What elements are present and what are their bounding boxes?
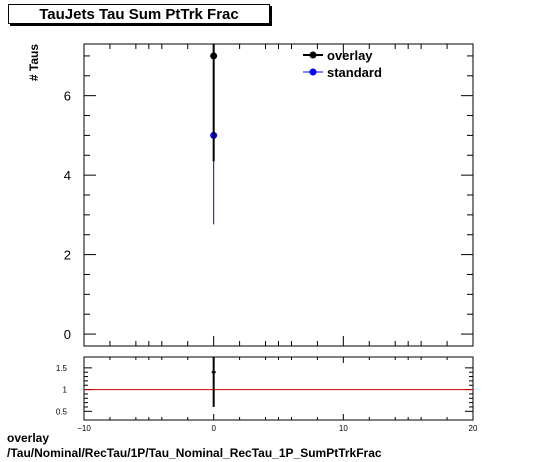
legend-marker-standard: [309, 68, 317, 76]
x-tick-label: 10: [339, 424, 348, 433]
x-tick-label: 0: [211, 424, 216, 433]
y-tick-label: 4: [64, 168, 71, 183]
ratio-y-tick-label: 1: [63, 386, 68, 395]
y-axis-label: # Taus: [27, 44, 41, 81]
legend-marker-overlay: [309, 51, 317, 59]
ratio-y-tick-label: 1.5: [56, 364, 68, 373]
legend-label-standard: standard: [327, 65, 382, 80]
y-tick-label: 2: [64, 248, 71, 263]
overlay-point: [210, 52, 218, 60]
ratio-frame: [83, 356, 474, 421]
x-tick-label: −10: [77, 424, 91, 433]
ratio-y-tick-label: 0.5: [56, 407, 68, 416]
legend-label-overlay: overlay: [327, 48, 373, 63]
footer-path: /Tau/Nominal/RecTau/1P/Tau_Nominal_RecTa…: [7, 446, 382, 460]
y-tick-label: 0: [64, 327, 71, 342]
main-frame: [83, 43, 474, 347]
footer-label: overlay: [7, 431, 50, 445]
title-box: TauJets Tau Sum PtTrk Frac: [8, 4, 270, 24]
chart-title: TauJets Tau Sum PtTrk Frac: [39, 6, 239, 23]
x-tick-label: 20: [469, 424, 478, 433]
y-tick-label: 6: [64, 89, 71, 104]
